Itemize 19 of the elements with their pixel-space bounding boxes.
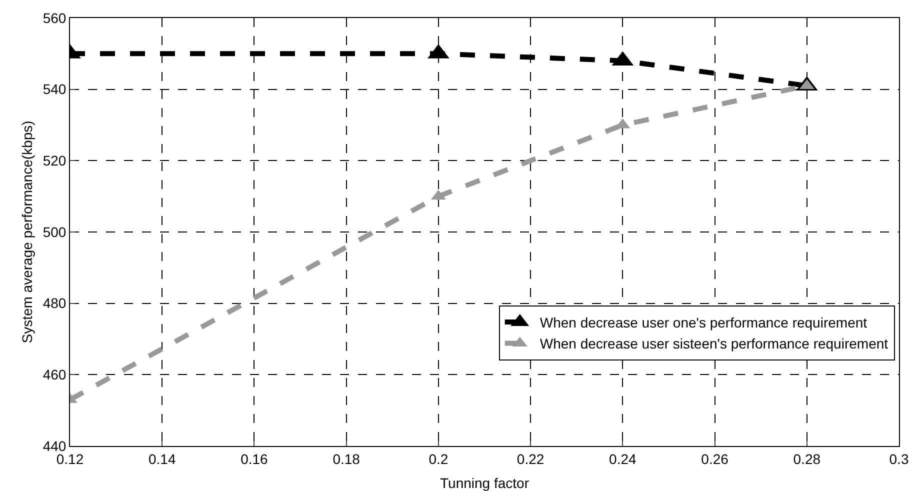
x-tick-label: 0.16 — [240, 450, 268, 467]
y-tick-label: 460 — [42, 366, 66, 383]
x-tick-label: 0.26 — [701, 450, 729, 467]
y-tick-label: 560 — [42, 10, 66, 26]
x-tick-label: 0.18 — [332, 450, 360, 467]
y-tick-label: 480 — [42, 295, 66, 312]
x-tick-label: 0.24 — [609, 450, 637, 467]
x-axis-title: Tunning factor — [440, 475, 530, 491]
x-tick-label: 0.14 — [148, 450, 176, 467]
y-axis-title: System average performance(kbps) — [19, 120, 35, 344]
x-tick-label: 0.3 — [889, 450, 909, 467]
y-tick-label: 500 — [42, 224, 66, 240]
legend-label: When decrease user sisteen's performance requirement — [540, 336, 888, 352]
legend-label: When decrease user one's performance requirement — [540, 314, 868, 330]
y-tick-label: 520 — [42, 152, 66, 169]
x-tick-label: 0.22 — [516, 450, 544, 467]
x-tick-label: 0.28 — [793, 450, 821, 467]
x-tick-label: 0.2 — [428, 450, 448, 467]
y-tick-label: 540 — [42, 81, 66, 98]
